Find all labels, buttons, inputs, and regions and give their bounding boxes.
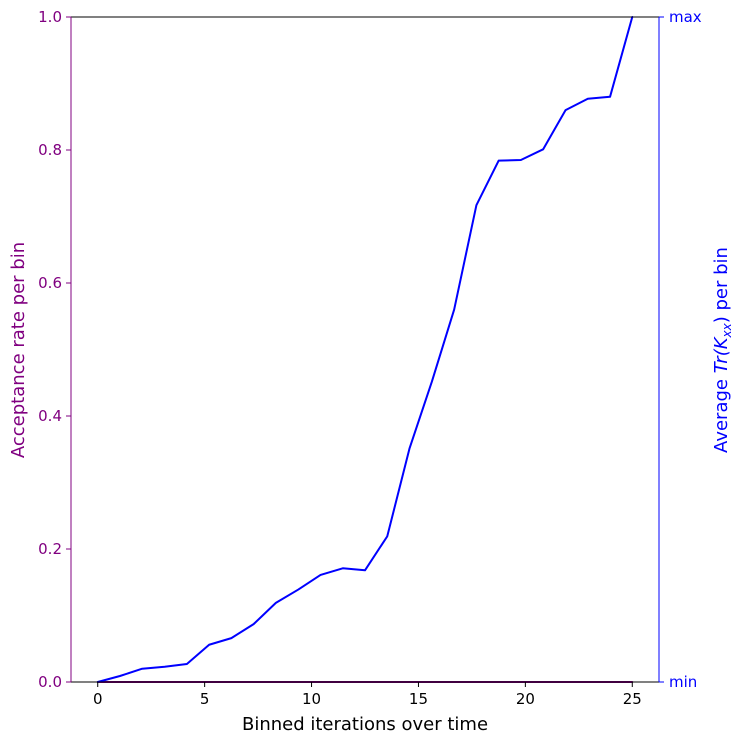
y-left-tick-label: 1.0 bbox=[38, 8, 62, 26]
y-axis-label-right-math: Tr(K bbox=[711, 336, 732, 373]
y-left-tick-label: 0.0 bbox=[38, 673, 62, 691]
y-axis-label-right-sub: xx bbox=[720, 322, 734, 338]
axes-layer: 0 5 10 15 20 25 0.0 0.2 0.4 0.6 0.8 1.0 min max bbox=[38, 8, 702, 708]
y-axis-label-right-suffix: per bin bbox=[711, 247, 732, 316]
y-left-tick-label: 0.8 bbox=[38, 141, 62, 159]
y-left-tick-label: 0.4 bbox=[38, 407, 62, 425]
x-tick-label: 10 bbox=[302, 690, 321, 708]
x-tick-label: 5 bbox=[200, 690, 210, 708]
y-axis-label-right: Average Tr(Kxx) per bin bbox=[711, 247, 734, 453]
y-axis-label-right-close: ) bbox=[711, 316, 732, 323]
y-axis-label-right-prefix: Average bbox=[711, 373, 732, 453]
series-line-trace bbox=[96, 16, 634, 683]
x-tick-label: 25 bbox=[623, 690, 642, 708]
y-axis-label-left: Acceptance rate per bin bbox=[8, 242, 29, 458]
y-right-tick-label: min bbox=[669, 673, 697, 691]
x-axis-label: Binned iterations over time bbox=[242, 714, 488, 735]
x-tick-label: 0 bbox=[93, 690, 103, 708]
x-tick-label: 15 bbox=[409, 690, 428, 708]
y-right-tick-label: max bbox=[669, 8, 702, 26]
y-left-tick-label: 0.6 bbox=[38, 274, 62, 292]
x-tick-label: 20 bbox=[516, 690, 535, 708]
y-left-tick-label: 0.2 bbox=[38, 540, 62, 558]
